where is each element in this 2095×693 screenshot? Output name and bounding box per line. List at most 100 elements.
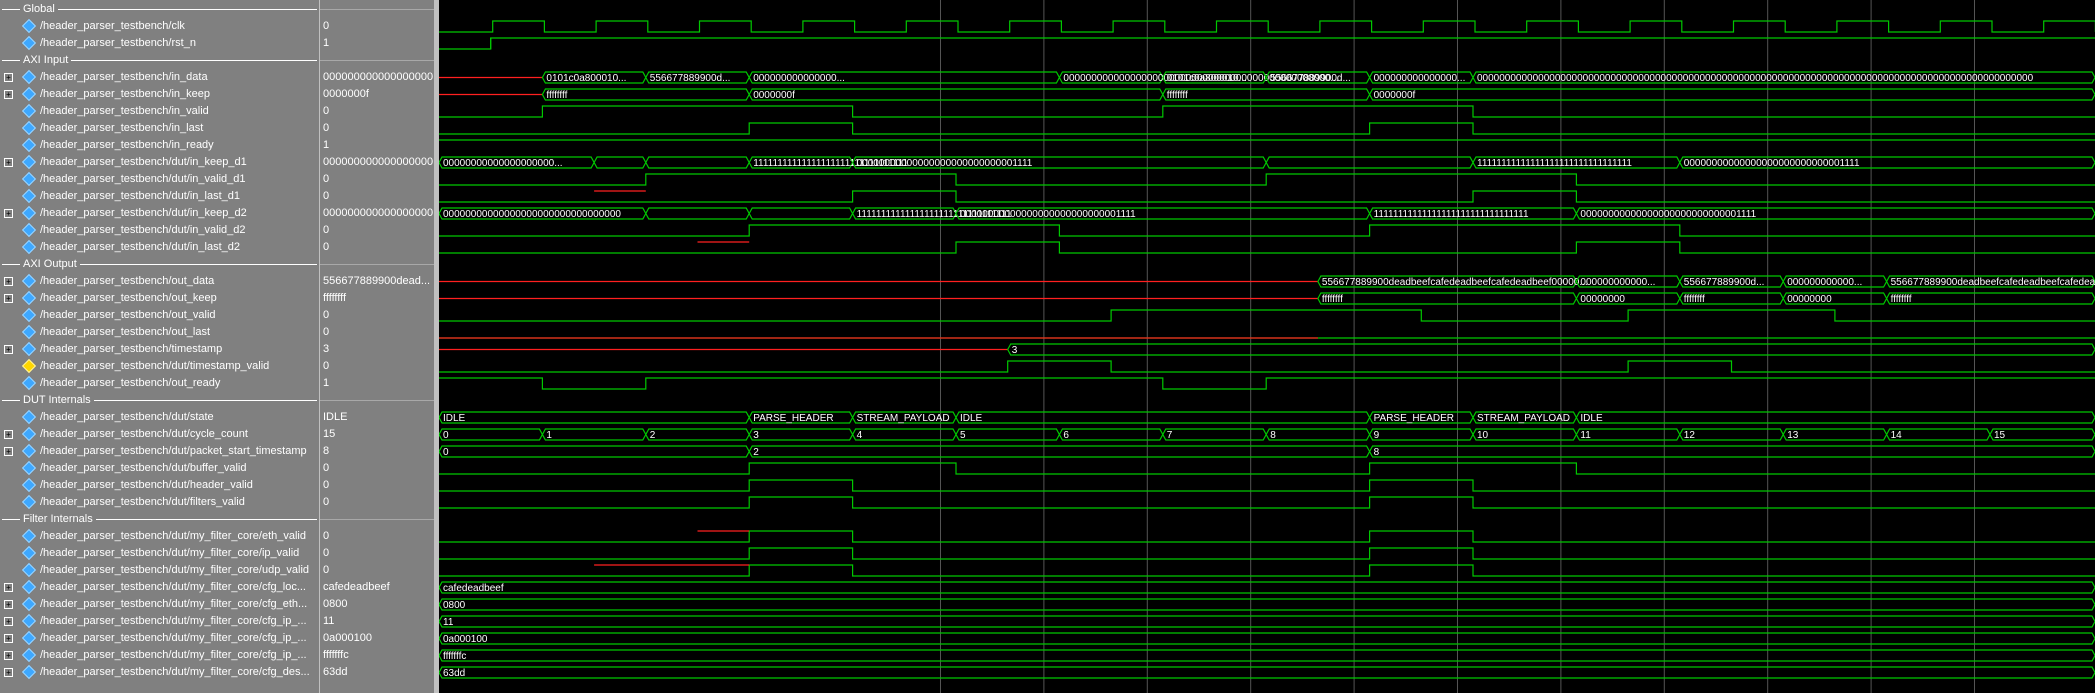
- group-header-axi-input[interactable]: AXI Input: [0, 52, 319, 69]
- signal-row[interactable]: + /header_parser_testbench/out_data: [0, 273, 319, 290]
- bus-value-label: ffffffff: [1891, 294, 1912, 305]
- signal-row[interactable]: /header_parser_testbench/out_valid: [0, 307, 319, 324]
- group-header-dut-internals[interactable]: DUT Internals: [0, 392, 319, 409]
- bus-value-label: 000000000000...: [1787, 277, 1862, 288]
- signal-trace: [439, 360, 2095, 373]
- group-header-axi-output[interactable]: AXI Output: [0, 256, 319, 273]
- group-divider: [320, 519, 434, 520]
- expand-plus-icon[interactable]: +: [4, 583, 13, 592]
- expand-plus-icon[interactable]: +: [4, 634, 13, 643]
- bus-value-label: ffffffff: [1684, 294, 1705, 305]
- signal-row[interactable]: /header_parser_testbench/dut/in_last_d1: [0, 188, 319, 205]
- expand-plus-icon[interactable]: +: [4, 651, 13, 660]
- signal-row[interactable]: + /header_parser_testbench/dut/my_filter_…: [0, 664, 319, 681]
- bus-value-label: 8: [1270, 430, 1276, 441]
- group-divider: [2, 9, 317, 10]
- expand-plus-icon[interactable]: +: [4, 73, 13, 82]
- signal-diamond-icon: [21, 494, 37, 510]
- pane-splitter[interactable]: [434, 0, 439, 693]
- signal-row[interactable]: /header_parser_testbench/dut/state: [0, 409, 319, 426]
- expand-plus-icon[interactable]: +: [4, 345, 13, 354]
- signal-row[interactable]: /header_parser_testbench/dut/timestamp_v…: [0, 358, 319, 375]
- expand-plus-icon[interactable]: +: [4, 158, 13, 167]
- signal-diamond-icon: [21, 290, 37, 306]
- signal-name: /header_parser_testbench/dut/my_filter_c…: [40, 564, 310, 576]
- signal-row[interactable]: + /header_parser_testbench/in_keep: [0, 86, 319, 103]
- signal-name: /header_parser_testbench/dut/my_filter_c…: [40, 547, 300, 559]
- waveform-canvas[interactable]: 0101c0a800010... 556677889900d... 00000000…: [439, 0, 2095, 693]
- signal-trace: [439, 190, 2095, 203]
- bus-value-label: 2: [753, 447, 759, 458]
- signal-value: 0: [323, 564, 330, 576]
- group-divider: [2, 264, 317, 265]
- expand-plus-icon[interactable]: +: [4, 600, 13, 609]
- signal-row[interactable]: /header_parser_testbench/dut/my_filter_c…: [0, 528, 319, 545]
- signal-diamond-icon: [21, 596, 37, 612]
- bus-value-label: ffffffff: [1167, 90, 1188, 101]
- signal-row[interactable]: + /header_parser_testbench/dut/my_filter_…: [0, 596, 319, 613]
- expand-plus-icon[interactable]: +: [4, 447, 13, 456]
- signal-name: /header_parser_testbench/in_ready: [40, 139, 214, 151]
- bus-segment: [439, 615, 2095, 628]
- signal-name: /header_parser_testbench/dut/my_filter_c…: [40, 666, 310, 678]
- signal-trace: [439, 224, 2095, 237]
- signal-row[interactable]: /header_parser_testbench/dut/in_valid_d2: [0, 222, 319, 239]
- signal-row[interactable]: + /header_parser_testbench/dut/cycle_coun…: [0, 426, 319, 443]
- signal-row[interactable]: /header_parser_testbench/dut/header_vali…: [0, 477, 319, 494]
- signal-row[interactable]: /header_parser_testbench/dut/filters_val…: [0, 494, 319, 511]
- expand-plus-icon[interactable]: +: [4, 277, 13, 286]
- signal-row[interactable]: /header_parser_testbench/out_ready: [0, 375, 319, 392]
- signal-name: /header_parser_testbench/dut/my_filter_c…: [40, 632, 307, 644]
- signal-row[interactable]: + /header_parser_testbench/dut/in_keep_d2: [0, 205, 319, 222]
- clock-trace: [439, 20, 2095, 33]
- signal-row[interactable]: /header_parser_testbench/dut/my_filter_c…: [0, 545, 319, 562]
- signal-row[interactable]: /header_parser_testbench/dut/buffer_vali…: [0, 460, 319, 477]
- signal-row[interactable]: /header_parser_testbench/in_last: [0, 120, 319, 137]
- expand-plus-icon[interactable]: +: [4, 90, 13, 99]
- signal-row[interactable]: /header_parser_testbench/in_valid: [0, 103, 319, 120]
- signal-name: /header_parser_testbench/dut/my_filter_c…: [40, 581, 306, 593]
- expand-plus-icon[interactable]: +: [4, 430, 13, 439]
- expand-plus-icon[interactable]: +: [4, 668, 13, 677]
- signal-value: 1: [323, 377, 330, 389]
- bus-value-label: 11: [1580, 430, 1591, 441]
- pane-splitter[interactable]: [319, 0, 320, 693]
- signal-row[interactable]: /header_parser_testbench/in_ready: [0, 137, 319, 154]
- group-header-filter-internals[interactable]: Filter Internals: [0, 511, 319, 528]
- group-header-global[interactable]: Global: [0, 1, 319, 18]
- signal-value: 0800: [323, 598, 348, 610]
- signal-name: /header_parser_testbench/timestamp: [40, 343, 223, 355]
- signal-value: cafedeadbeef: [323, 581, 390, 593]
- signal-row[interactable]: + /header_parser_testbench/dut/my_filter_…: [0, 613, 319, 630]
- signal-row[interactable]: /header_parser_testbench/rst_n: [0, 35, 319, 52]
- signal-row[interactable]: + /header_parser_testbench/timestamp: [0, 341, 319, 358]
- signal-row[interactable]: + /header_parser_testbench/dut/in_keep_d1: [0, 154, 319, 171]
- signal-value: 0: [323, 105, 330, 117]
- bus-value-label: 000000000000000...: [1374, 73, 1466, 84]
- signal-name: /header_parser_testbench/out_last: [40, 326, 211, 338]
- signal-row[interactable]: + /header_parser_testbench/out_keep: [0, 290, 319, 307]
- signal-row[interactable]: + /header_parser_testbench/dut/my_filter_…: [0, 579, 319, 596]
- bus-value-label: 556677889900deadbeefcafedeadbeefcafedead…: [1322, 277, 1588, 288]
- group-divider: [320, 9, 434, 10]
- expand-plus-icon[interactable]: +: [4, 209, 13, 218]
- expand-plus-icon[interactable]: +: [4, 294, 13, 303]
- signal-row[interactable]: + /header_parser_testbench/dut/my_filter_…: [0, 647, 319, 664]
- bus-value-label: 15: [1994, 430, 2006, 441]
- bus-value-label: 2: [650, 430, 656, 441]
- signal-row[interactable]: /header_parser_testbench/clk: [0, 18, 319, 35]
- signal-row[interactable]: /header_parser_testbench/dut/my_filter_c…: [0, 562, 319, 579]
- signal-diamond-icon: [21, 154, 37, 170]
- signal-trace: [439, 105, 2095, 118]
- signal-row[interactable]: /header_parser_testbench/out_last: [0, 324, 319, 341]
- waveform-pane[interactable]: 0101c0a800010... 556677889900d... 00000000…: [439, 0, 2095, 693]
- signal-value: fffffffc: [323, 649, 349, 661]
- signal-row[interactable]: + /header_parser_testbench/dut/my_filter_…: [0, 630, 319, 647]
- bus-segment: [955, 411, 1371, 424]
- signal-row[interactable]: /header_parser_testbench/dut/in_valid_d1: [0, 171, 319, 188]
- expand-plus-icon[interactable]: +: [4, 617, 13, 626]
- signal-value: 0: [323, 173, 330, 185]
- signal-row[interactable]: /header_parser_testbench/dut/in_last_d2: [0, 239, 319, 256]
- signal-row[interactable]: + /header_parser_testbench/in_data: [0, 69, 319, 86]
- signal-row[interactable]: + /header_parser_testbench/dut/packet_sta…: [0, 443, 319, 460]
